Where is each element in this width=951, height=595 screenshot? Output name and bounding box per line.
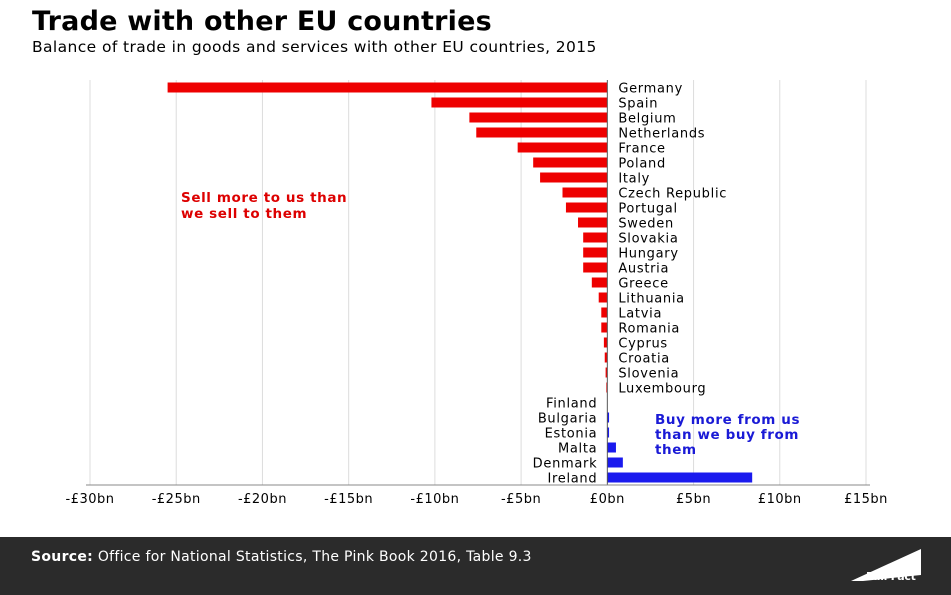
category-label: Estonia xyxy=(545,427,598,442)
chart-title: Trade with other EU countries xyxy=(32,6,492,37)
annotation-buy-more: Buy more from us xyxy=(655,412,800,428)
category-label: Slovakia xyxy=(618,232,678,247)
category-label: Austria xyxy=(618,262,669,277)
category-label: Poland xyxy=(618,157,666,172)
category-label: Latvia xyxy=(618,307,662,322)
source-text: Office for National Statistics, The Pink… xyxy=(97,549,532,565)
category-label: Netherlands xyxy=(618,127,705,142)
bar xyxy=(598,292,608,303)
category-label: Slovenia xyxy=(618,367,679,382)
bar xyxy=(167,82,608,93)
category-label: Malta xyxy=(558,442,597,457)
bar xyxy=(533,157,608,168)
category-label: Denmark xyxy=(533,457,598,472)
bar xyxy=(583,247,608,258)
bar xyxy=(578,217,608,228)
footer-bar: Source: Office for National Statistics, … xyxy=(0,537,951,595)
x-tick-label: £15bn xyxy=(844,492,888,507)
x-tick-label: £0bn xyxy=(590,492,625,507)
bar xyxy=(603,337,608,348)
category-label: Cyprus xyxy=(618,337,668,352)
x-tick-label: -£30bn xyxy=(66,492,115,507)
category-label: Bulgaria xyxy=(538,412,598,427)
category-label: France xyxy=(618,142,665,157)
annotation-buy-more: than we buy from xyxy=(655,427,799,443)
x-tick-label: £5bn xyxy=(676,492,711,507)
x-tick-label: -£25bn xyxy=(152,492,201,507)
x-tick-label: -£20bn xyxy=(238,492,287,507)
x-tick-label: -£15bn xyxy=(324,492,373,507)
bar xyxy=(540,172,608,183)
bar xyxy=(591,277,608,288)
bar xyxy=(607,457,623,468)
x-tick-label: -£5bn xyxy=(501,492,541,507)
bar xyxy=(562,187,608,198)
bar xyxy=(607,472,753,483)
x-tick-label: £10bn xyxy=(758,492,802,507)
source-label: Source: xyxy=(31,549,94,565)
bar xyxy=(583,232,608,243)
bar xyxy=(601,322,608,333)
category-label: Italy xyxy=(618,172,650,187)
annotation-sell-more: Sell more to us than xyxy=(181,190,347,206)
category-label: Sweden xyxy=(618,217,674,232)
bar xyxy=(601,307,608,318)
category-label: Greece xyxy=(618,277,668,292)
annotation-buy-more: them xyxy=(655,442,697,458)
full-fact-logo-icon xyxy=(851,549,921,581)
bar xyxy=(476,127,608,138)
annotation-sell-more: we sell to them xyxy=(181,206,307,222)
bar xyxy=(607,442,616,453)
bar xyxy=(605,367,608,378)
source-note: Source: Office for National Statistics, … xyxy=(31,549,532,565)
category-label: Portugal xyxy=(618,202,677,217)
chart-subtitle: Balance of trade in goods and services w… xyxy=(32,38,597,56)
bar xyxy=(469,112,608,123)
bar xyxy=(583,262,608,273)
category-label: Croatia xyxy=(618,352,670,367)
bar xyxy=(607,412,610,423)
category-label: Belgium xyxy=(618,112,676,127)
category-label: Spain xyxy=(618,97,658,112)
x-tick-label: -£10bn xyxy=(410,492,459,507)
bar-chart: GermanySpainBelgiumNetherlandsFrancePola… xyxy=(66,80,888,507)
category-label: Hungary xyxy=(618,247,678,262)
logo-text: Full Fact xyxy=(866,570,916,583)
bar xyxy=(604,352,608,363)
category-label: Lithuania xyxy=(618,292,685,307)
bar xyxy=(431,97,608,108)
category-label: Finland xyxy=(546,397,597,412)
category-label: Luxembourg xyxy=(618,382,706,397)
category-label: Romania xyxy=(618,322,680,337)
bar xyxy=(607,427,610,438)
bar xyxy=(565,202,608,213)
category-label: Germany xyxy=(618,82,683,97)
category-label: Czech Republic xyxy=(618,187,727,202)
category-label: Ireland xyxy=(547,472,597,487)
bar xyxy=(517,142,608,153)
